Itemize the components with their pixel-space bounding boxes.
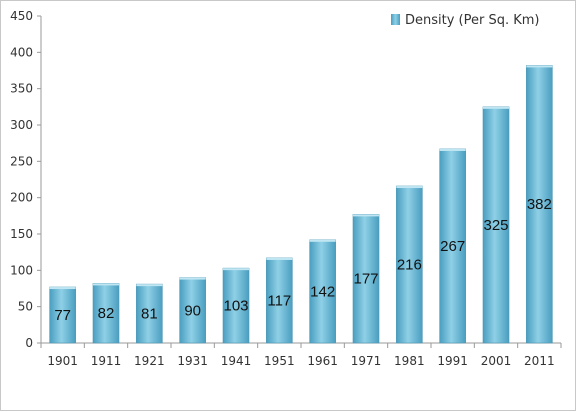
bar-cap-2011	[526, 65, 553, 68]
bar-1951	[266, 257, 293, 344]
data-label: 81	[141, 306, 158, 323]
x-tick-label: 2001	[481, 354, 512, 368]
y-tick-label: 200	[10, 191, 33, 205]
bar-cap-1971	[353, 214, 379, 217]
data-label: 216	[397, 257, 422, 274]
legend-label: Density (Per Sq. Km)	[405, 13, 540, 28]
x-tick-label: 1911	[91, 354, 122, 368]
bar-1921	[136, 283, 163, 344]
legend-swatch	[391, 14, 400, 25]
bar-2011	[526, 65, 553, 344]
y-tick-label: 50	[18, 300, 33, 314]
bar-cap-1991	[439, 148, 466, 151]
data-label: 325	[483, 217, 508, 234]
y-tick-label: 400	[10, 45, 33, 59]
axes: 0 50 100 150 200 250 300 350 400 450 1901 1911 1921 1…	[10, 9, 562, 368]
data-label: 103	[223, 298, 248, 315]
data-label: 82	[98, 305, 115, 322]
y-tick-label: 150	[10, 227, 33, 241]
data-label: 142	[310, 283, 335, 300]
bar-2001	[482, 106, 510, 344]
y-tick-label: 250	[10, 154, 33, 168]
data-label: 267	[440, 238, 465, 255]
bar-cap-1911	[93, 283, 119, 286]
bar-cap-1941	[223, 268, 249, 271]
x-tick-label: 1961	[307, 354, 338, 368]
data-label: 177	[353, 271, 378, 288]
x-tick-label: 1951	[264, 354, 295, 368]
bar-1971	[352, 214, 380, 344]
bar-1941	[222, 267, 250, 344]
bar-1911	[92, 283, 120, 344]
x-tick-label: 2011	[524, 354, 555, 368]
bar-cap-1961	[309, 239, 336, 242]
y-tick-label: 350	[10, 82, 33, 96]
y-tick-label: 450	[10, 9, 33, 23]
bar-1961	[309, 239, 336, 344]
bar-cap-1931	[179, 277, 206, 280]
bars	[49, 65, 553, 344]
data-label: 117	[267, 292, 291, 309]
bar-cap-1901	[49, 287, 76, 290]
bar-cap-1951	[266, 257, 293, 260]
x-tick-label: 1991	[437, 354, 468, 368]
y-tick-label: 100	[10, 263, 33, 277]
x-tick-label: 1921	[134, 354, 165, 368]
data-label: 77	[54, 307, 71, 324]
data-label: 90	[184, 302, 201, 319]
bar-cap-1921	[136, 284, 163, 287]
bar-1931	[179, 277, 206, 344]
x-tick-label: 1931	[177, 354, 208, 368]
bar-1981	[396, 185, 423, 344]
y-tick-label: 0	[25, 336, 33, 350]
data-labels: 77 82 81 90 103 117 142 177 216 267 325 382	[54, 196, 552, 324]
x-tick-label: 1901	[47, 354, 78, 368]
x-tick-label: 1981	[394, 354, 425, 368]
y-tick-label: 300	[10, 118, 33, 132]
x-tick-label: 1971	[351, 354, 382, 368]
x-tick-label: 1941	[221, 354, 252, 368]
data-label: 382	[527, 196, 552, 213]
bar-cap-1981	[396, 186, 423, 189]
bar-cap-2001	[483, 106, 509, 109]
legend: Density (Per Sq. Km)	[391, 13, 540, 28]
